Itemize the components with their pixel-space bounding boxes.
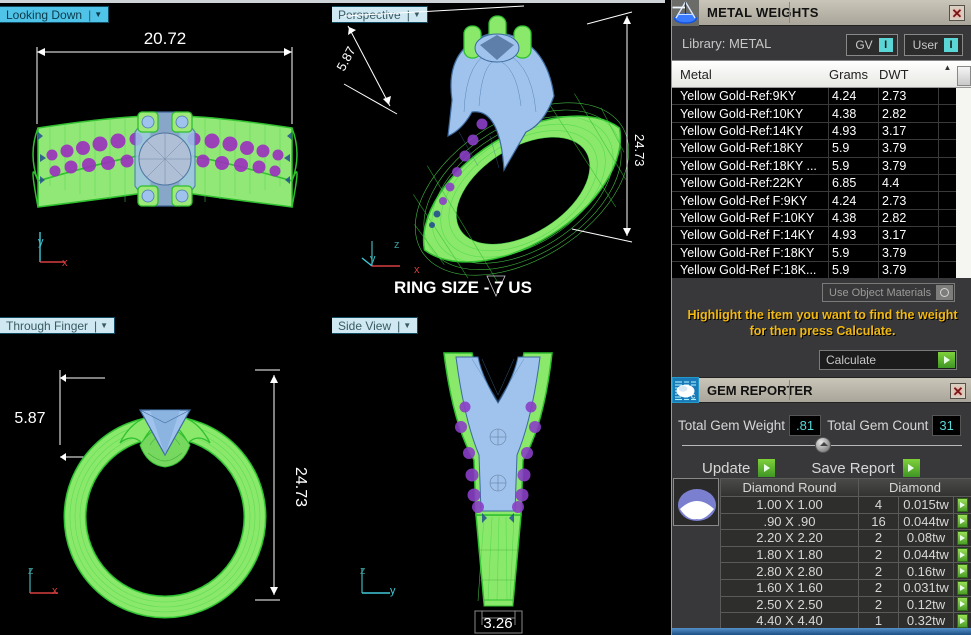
- svg-text:24.73: 24.73: [632, 134, 647, 167]
- svg-text:5.87: 5.87: [14, 410, 45, 427]
- svg-text:24.73: 24.73: [292, 467, 309, 507]
- svg-text:3.26: 3.26: [483, 615, 512, 632]
- svg-text:5.87: 5.87: [333, 44, 358, 73]
- svg-text:20.72: 20.72: [144, 29, 187, 48]
